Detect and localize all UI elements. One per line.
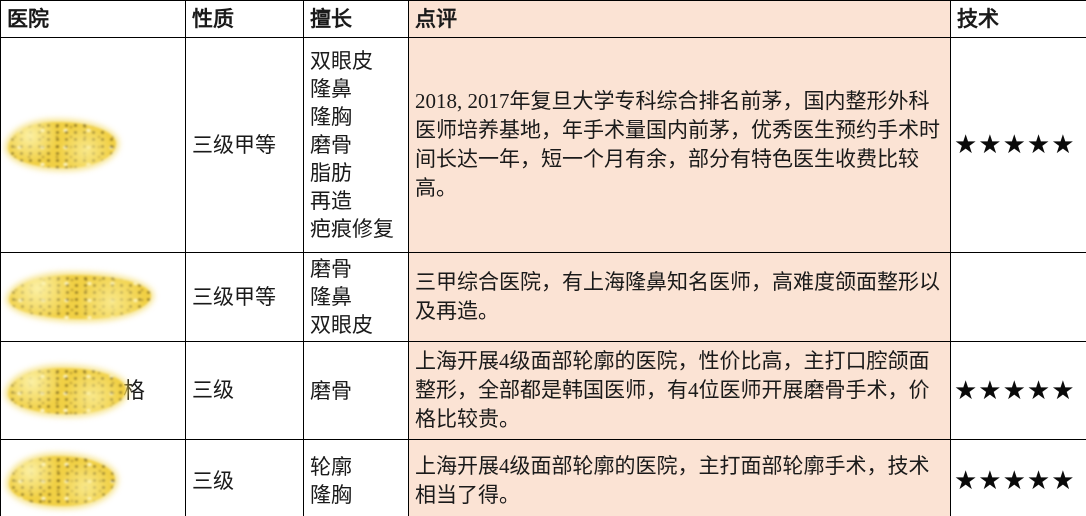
hospital-name-visible-character: 格 xyxy=(123,378,146,403)
nature-cell: 三级甲等 xyxy=(185,37,304,253)
header-row: 医院 性质 擅长 点评 技术 xyxy=(0,0,1086,38)
table-row: 三级 轮廓 隆胸 上海开展4级面部轮廓的医院，主打面部轮廓手术，技术相当了得。 … xyxy=(0,439,1086,516)
star-rating xyxy=(950,252,1086,342)
redacted-hospital-name xyxy=(8,367,126,414)
table-row: 格 三级 磨骨 上海开展4级面部轮廓的医院，性价比高，主打口腔颌面整形，全部都是… xyxy=(0,341,1086,440)
header-hospital: 医院 xyxy=(0,0,186,38)
nature-cell: 三级 xyxy=(185,341,304,440)
nature-cell: 三级 xyxy=(185,439,304,516)
review-cell: 上海开展4级面部轮廓的医院，性价比高，主打口腔颌面整形，全部都是韩国医师，有4位… xyxy=(408,341,951,440)
hospital-cell xyxy=(0,252,186,342)
header-specialty: 擅长 xyxy=(303,0,409,38)
redacted-hospital-name xyxy=(8,122,116,168)
hospital-cell: 格 xyxy=(0,341,186,440)
specialty-cell: 磨骨 xyxy=(303,341,409,440)
redacted-hospital-name xyxy=(9,456,115,506)
specialty-cell: 双眼皮 隆鼻 隆胸 磨骨 脂肪 再造 疤痕修复 xyxy=(303,37,409,253)
star-rating: ★★★★★ xyxy=(950,341,1086,440)
header-tech: 技术 xyxy=(950,0,1086,38)
hospital-cell xyxy=(0,439,186,516)
table-row: 三级甲等 磨骨 隆鼻 双眼皮 三甲综合医院，有上海隆鼻知名医师，高难度颌面整形以… xyxy=(0,252,1086,342)
redacted-hospital-name xyxy=(9,275,151,319)
specialty-cell: 磨骨 隆鼻 双眼皮 xyxy=(303,252,409,342)
header-review: 点评 xyxy=(408,0,951,38)
header-nature: 性质 xyxy=(185,0,304,38)
specialty-cell: 轮廓 隆胸 xyxy=(303,439,409,516)
hospital-cell xyxy=(0,37,186,253)
star-rating: ★★★★★ xyxy=(950,37,1086,253)
review-cell: 2018, 2017年复旦大学专科综合排名前茅，国内整形外科医师培养基地，年手术… xyxy=(408,37,951,253)
star-rating: ★★★★★ xyxy=(950,439,1086,516)
table-row: 三级甲等 双眼皮 隆鼻 隆胸 磨骨 脂肪 再造 疤痕修复 2018, 2017年… xyxy=(0,37,1086,253)
nature-cell: 三级甲等 xyxy=(185,252,304,342)
review-cell: 三甲综合医院，有上海隆鼻知名医师，高难度颌面整形以及再造。 xyxy=(408,252,951,342)
review-cell: 上海开展4级面部轮廓的医院，主打面部轮廓手术，技术相当了得。 xyxy=(408,439,951,516)
